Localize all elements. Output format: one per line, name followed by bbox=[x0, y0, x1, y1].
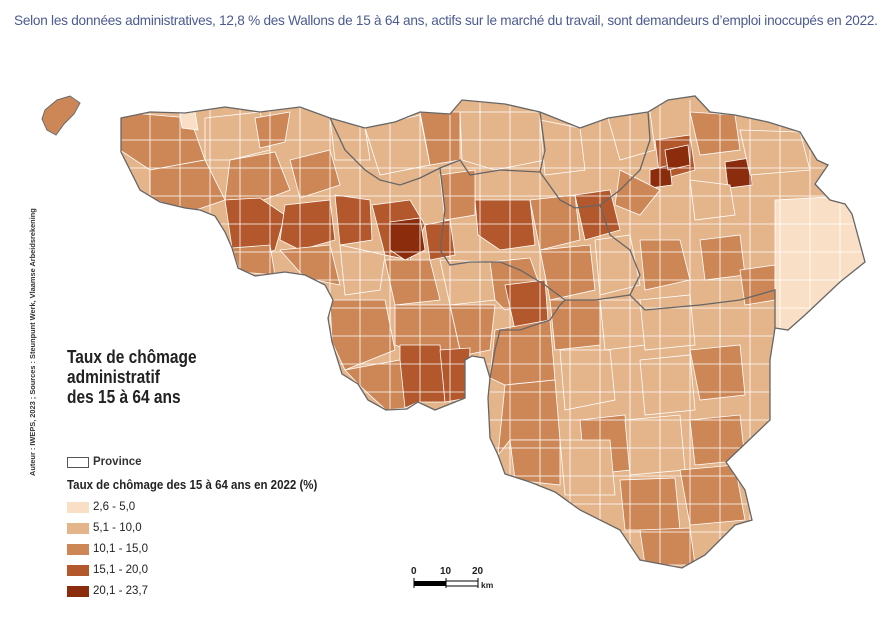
legend-province: Province bbox=[67, 456, 142, 468]
credit-text: Auteur : IWEPS, 2023 ; Sources : Steunpu… bbox=[28, 208, 37, 476]
legend-swatch-3 bbox=[67, 543, 89, 555]
legend-swatch-4 bbox=[67, 564, 89, 576]
legend-label-2: 5,1 - 10,0 bbox=[93, 522, 142, 534]
scale-tick-10: 10 bbox=[440, 566, 452, 577]
province-swatch bbox=[67, 456, 89, 468]
legend-swatch-2 bbox=[67, 522, 89, 534]
legend-item-4: 15,1 - 20,0 bbox=[67, 564, 148, 576]
legend-item-3: 10,1 - 15,0 bbox=[67, 543, 148, 555]
legend-label-5: 20,1 - 23,7 bbox=[93, 585, 148, 597]
scale-bar: 0 10 20 km bbox=[411, 566, 494, 590]
scale-tick-0: 0 bbox=[411, 566, 417, 577]
legend-swatch-1 bbox=[67, 501, 89, 513]
map-title-line-1: Taux de chômage bbox=[67, 347, 197, 367]
province-label: Province bbox=[93, 456, 142, 468]
legend-label-3: 10,1 - 15,0 bbox=[93, 543, 148, 555]
map-caption: Selon les données administratives, 12,8 … bbox=[14, 13, 878, 28]
legend-swatch-5 bbox=[67, 585, 89, 597]
legend-item-5: 20,1 - 23,7 bbox=[67, 585, 148, 597]
map-title: Taux de chômage administratif des 15 à 6… bbox=[67, 347, 197, 407]
legend-label-4: 15,1 - 20,0 bbox=[93, 564, 148, 576]
legend-item-1: 2,6 - 5,0 bbox=[67, 501, 135, 513]
scale-unit: km bbox=[481, 580, 494, 590]
legend-item-2: 5,1 - 10,0 bbox=[67, 522, 142, 534]
scale-tick-20: 20 bbox=[472, 566, 484, 577]
legend-title: Taux de chômage des 15 à 64 ans en 2022 … bbox=[67, 478, 318, 492]
legend-label-1: 2,6 - 5,0 bbox=[93, 501, 136, 513]
map-title-line-3: des 15 à 64 ans bbox=[67, 387, 181, 407]
map-title-line-2: administratif bbox=[67, 367, 160, 387]
